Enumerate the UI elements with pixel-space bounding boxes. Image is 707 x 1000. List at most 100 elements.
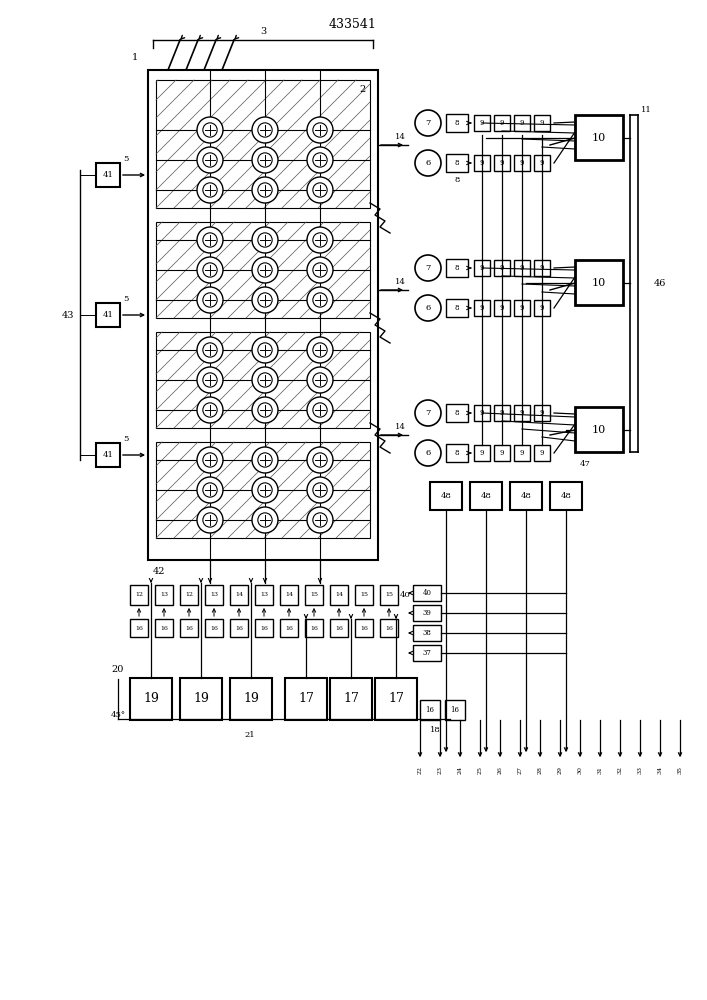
Bar: [575, 407, 623, 452]
Bar: [413, 605, 441, 621]
Bar: [285, 678, 327, 720]
Circle shape: [252, 177, 278, 203]
Bar: [446, 154, 468, 172]
Text: 12: 12: [185, 592, 193, 597]
Bar: [494, 405, 510, 421]
Circle shape: [258, 263, 272, 277]
Bar: [330, 678, 372, 720]
Bar: [446, 299, 468, 317]
Bar: [470, 482, 502, 510]
Text: 6: 6: [426, 449, 431, 457]
Text: 16: 16: [360, 626, 368, 631]
Text: 12: 12: [135, 592, 143, 597]
Bar: [156, 332, 370, 428]
Bar: [575, 260, 623, 305]
Circle shape: [197, 287, 223, 313]
Bar: [305, 585, 323, 605]
Bar: [430, 482, 462, 510]
Circle shape: [197, 177, 223, 203]
Bar: [180, 678, 222, 720]
Text: 6: 6: [426, 304, 431, 312]
Circle shape: [307, 397, 333, 423]
Bar: [156, 222, 370, 318]
Text: 45°: 45°: [110, 711, 126, 719]
Circle shape: [203, 123, 217, 137]
Text: 16: 16: [335, 626, 343, 631]
Bar: [514, 300, 530, 316]
Text: 21: 21: [245, 731, 255, 739]
Circle shape: [258, 153, 272, 167]
Bar: [534, 405, 550, 421]
Circle shape: [252, 287, 278, 313]
Text: 16: 16: [235, 626, 243, 631]
Bar: [474, 155, 490, 171]
Circle shape: [203, 513, 217, 527]
Circle shape: [313, 513, 327, 527]
Text: 35: 35: [677, 766, 682, 774]
Text: 40: 40: [399, 591, 410, 599]
Text: 2: 2: [360, 86, 366, 95]
Text: 41: 41: [103, 451, 113, 459]
Text: 33: 33: [638, 766, 643, 774]
Text: 16: 16: [426, 706, 435, 714]
Circle shape: [252, 397, 278, 423]
Bar: [180, 585, 198, 605]
Text: 8: 8: [455, 449, 460, 457]
Circle shape: [258, 183, 272, 197]
Text: 14: 14: [395, 133, 405, 141]
Text: 9: 9: [520, 264, 525, 272]
Circle shape: [313, 263, 327, 277]
Bar: [494, 445, 510, 461]
Text: 46: 46: [654, 279, 666, 288]
Bar: [494, 115, 510, 131]
Text: 11: 11: [641, 106, 651, 114]
Circle shape: [313, 403, 327, 417]
Text: 16: 16: [135, 626, 143, 631]
Bar: [534, 300, 550, 316]
Text: 1: 1: [132, 53, 138, 62]
Text: 9: 9: [500, 119, 504, 127]
Text: 16: 16: [185, 626, 193, 631]
Circle shape: [252, 367, 278, 393]
Text: 24: 24: [457, 766, 462, 774]
Circle shape: [307, 287, 333, 313]
Circle shape: [197, 257, 223, 283]
Bar: [534, 115, 550, 131]
Text: 22: 22: [418, 766, 423, 774]
Circle shape: [252, 147, 278, 173]
Circle shape: [252, 477, 278, 503]
Bar: [413, 645, 441, 661]
Text: 9: 9: [520, 304, 525, 312]
Text: 14: 14: [395, 278, 405, 286]
Bar: [130, 678, 172, 720]
Bar: [155, 619, 173, 637]
Circle shape: [252, 117, 278, 143]
Circle shape: [258, 233, 272, 247]
Circle shape: [313, 123, 327, 137]
Text: 7: 7: [426, 264, 431, 272]
Bar: [494, 300, 510, 316]
Text: 14: 14: [335, 592, 343, 597]
Circle shape: [313, 293, 327, 307]
Text: 15: 15: [310, 592, 318, 597]
Text: 15: 15: [360, 592, 368, 597]
Text: 43: 43: [62, 310, 74, 320]
Bar: [446, 114, 468, 132]
Text: 13: 13: [210, 592, 218, 597]
Bar: [230, 619, 248, 637]
Bar: [205, 619, 223, 637]
Circle shape: [203, 453, 217, 467]
Circle shape: [203, 233, 217, 247]
Circle shape: [203, 483, 217, 497]
Bar: [474, 445, 490, 461]
Circle shape: [307, 257, 333, 283]
Circle shape: [313, 233, 327, 247]
Text: 6: 6: [426, 159, 431, 167]
Text: 48: 48: [520, 492, 532, 500]
Circle shape: [313, 453, 327, 467]
Text: 10: 10: [592, 278, 606, 288]
Text: 9: 9: [539, 119, 544, 127]
Bar: [96, 443, 120, 467]
Bar: [413, 625, 441, 641]
Text: 5: 5: [123, 295, 129, 303]
